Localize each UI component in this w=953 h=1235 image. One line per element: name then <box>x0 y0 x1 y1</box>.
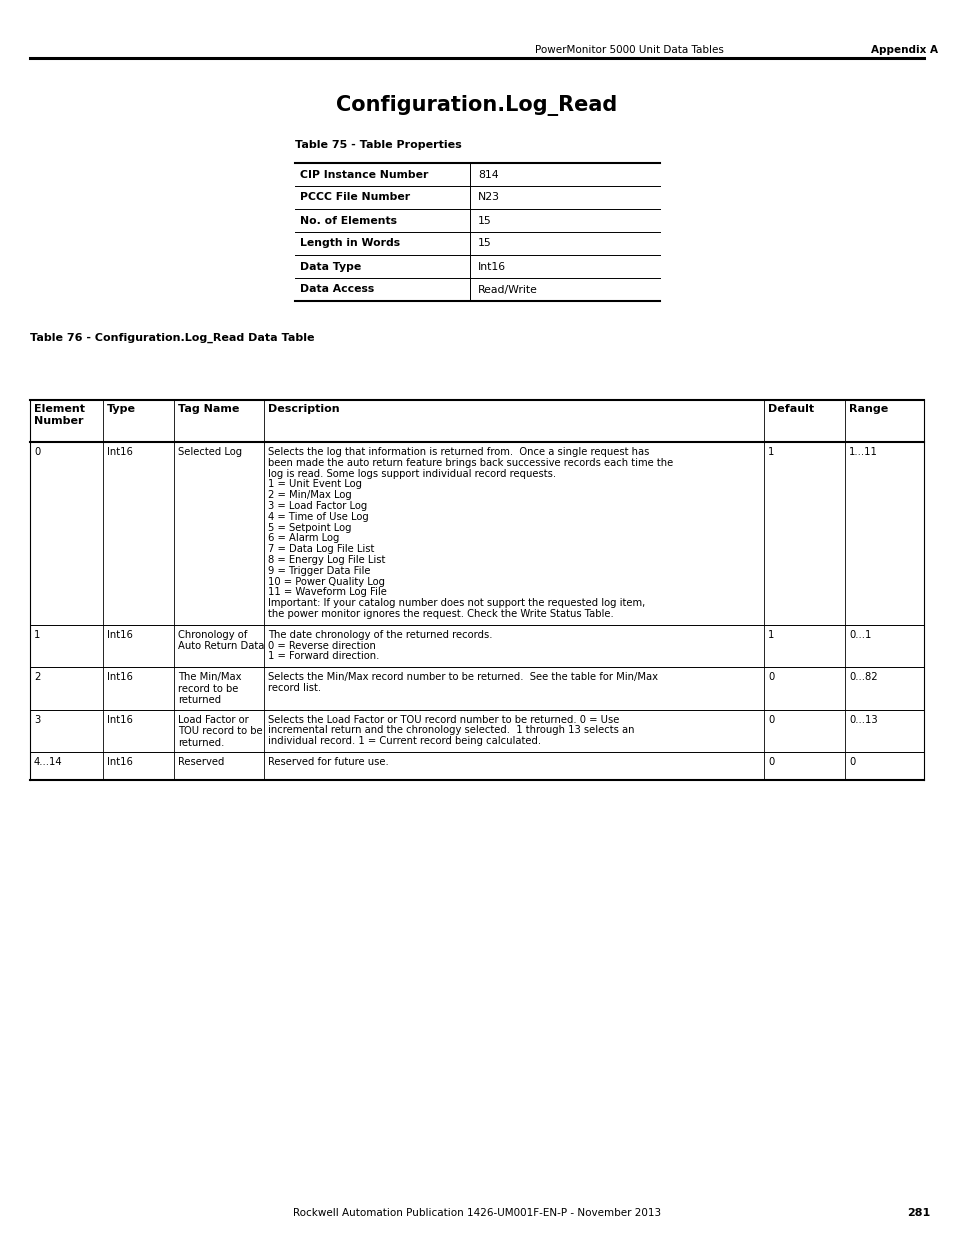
Text: Int16: Int16 <box>107 715 132 725</box>
Text: Element
Number: Element Number <box>34 404 85 426</box>
Text: 0: 0 <box>848 757 854 767</box>
Text: Read/Write: Read/Write <box>477 284 537 294</box>
Text: N23: N23 <box>477 193 499 203</box>
Text: Selects the log that information is returned from.  Once a single request has: Selects the log that information is retu… <box>268 447 649 457</box>
Text: Table 76 - Configuration.Log_Read Data Table: Table 76 - Configuration.Log_Read Data T… <box>30 333 314 343</box>
Text: Int16: Int16 <box>107 630 132 640</box>
Text: Int16: Int16 <box>107 447 132 457</box>
Text: 4 = Time of Use Log: 4 = Time of Use Log <box>268 511 369 522</box>
Text: Load Factor or
TOU record to be
returned.: Load Factor or TOU record to be returned… <box>178 715 262 748</box>
Text: 0: 0 <box>767 757 774 767</box>
Text: PowerMonitor 5000 Unit Data Tables: PowerMonitor 5000 Unit Data Tables <box>535 44 723 56</box>
Text: Type: Type <box>107 404 136 414</box>
Text: 0 = Reverse direction: 0 = Reverse direction <box>268 641 375 651</box>
Text: Default: Default <box>767 404 813 414</box>
Text: 3 = Load Factor Log: 3 = Load Factor Log <box>268 501 367 511</box>
Text: 1...11: 1...11 <box>848 447 877 457</box>
Text: 6 = Alarm Log: 6 = Alarm Log <box>268 534 339 543</box>
Text: 0: 0 <box>767 672 774 682</box>
Text: CIP Instance Number: CIP Instance Number <box>299 169 428 179</box>
Text: 11 = Waveform Log File: 11 = Waveform Log File <box>268 588 387 598</box>
Text: 2: 2 <box>34 672 40 682</box>
Text: incremental return and the chronology selected.  1 through 13 selects an: incremental return and the chronology se… <box>268 725 634 735</box>
Text: PCCC File Number: PCCC File Number <box>299 193 410 203</box>
Text: Configuration.Log_Read: Configuration.Log_Read <box>336 95 617 116</box>
Text: Chronology of
Auto Return Data: Chronology of Auto Return Data <box>178 630 264 651</box>
Text: 1 = Forward direction.: 1 = Forward direction. <box>268 651 379 662</box>
Text: 2 = Min/Max Log: 2 = Min/Max Log <box>268 490 352 500</box>
Text: record list.: record list. <box>268 683 321 693</box>
Text: Important: If your catalog number does not support the requested log item,: Important: If your catalog number does n… <box>268 598 644 608</box>
Text: 0...13: 0...13 <box>848 715 877 725</box>
Text: Selected Log: Selected Log <box>178 447 242 457</box>
Text: Rockwell Automation Publication 1426-UM001F-EN-P - November 2013: Rockwell Automation Publication 1426-UM0… <box>293 1208 660 1218</box>
Text: 10 = Power Quality Log: 10 = Power Quality Log <box>268 577 385 587</box>
Text: 814: 814 <box>477 169 498 179</box>
Text: 1: 1 <box>767 447 774 457</box>
Text: Data Access: Data Access <box>299 284 374 294</box>
Text: log is read. Some logs support individual record requests.: log is read. Some logs support individua… <box>268 468 556 479</box>
Text: 7 = Data Log File List: 7 = Data Log File List <box>268 545 374 555</box>
Text: 0: 0 <box>34 447 40 457</box>
Text: No. of Elements: No. of Elements <box>299 215 396 226</box>
Text: individual record. 1 = Current record being calculated.: individual record. 1 = Current record be… <box>268 736 540 746</box>
Text: 5 = Setpoint Log: 5 = Setpoint Log <box>268 522 351 532</box>
Text: 4...14: 4...14 <box>34 757 63 767</box>
Text: 1: 1 <box>34 630 40 640</box>
Text: Table 75 - Table Properties: Table 75 - Table Properties <box>294 140 461 149</box>
Text: Appendix A: Appendix A <box>870 44 937 56</box>
Text: The date chronology of the returned records.: The date chronology of the returned reco… <box>268 630 492 640</box>
Text: 281: 281 <box>905 1208 929 1218</box>
Text: 0...1: 0...1 <box>848 630 870 640</box>
Text: 3: 3 <box>34 715 40 725</box>
Text: Int16: Int16 <box>477 262 506 272</box>
Text: Description: Description <box>268 404 339 414</box>
Text: been made the auto return feature brings back successive records each time the: been made the auto return feature brings… <box>268 458 673 468</box>
Text: Range: Range <box>848 404 887 414</box>
Text: 0...82: 0...82 <box>848 672 877 682</box>
Text: Tag Name: Tag Name <box>178 404 239 414</box>
Text: 0: 0 <box>767 715 774 725</box>
Text: Selects the Min/Max record number to be returned.  See the table for Min/Max: Selects the Min/Max record number to be … <box>268 672 658 682</box>
Text: 8 = Energy Log File List: 8 = Energy Log File List <box>268 555 385 564</box>
Text: Reserved: Reserved <box>178 757 224 767</box>
Text: the power monitor ignores the request. Check the Write Status Table.: the power monitor ignores the request. C… <box>268 609 613 619</box>
Text: 9 = Trigger Data File: 9 = Trigger Data File <box>268 566 370 576</box>
Text: Selects the Load Factor or TOU record number to be returned. 0 = Use: Selects the Load Factor or TOU record nu… <box>268 715 618 725</box>
Text: Int16: Int16 <box>107 672 132 682</box>
Text: Int16: Int16 <box>107 757 132 767</box>
Text: Reserved for future use.: Reserved for future use. <box>268 757 388 767</box>
Text: Data Type: Data Type <box>299 262 361 272</box>
Text: The Min/Max
record to be
returned: The Min/Max record to be returned <box>178 672 241 705</box>
Text: 1: 1 <box>767 630 774 640</box>
Text: 1 = Unit Event Log: 1 = Unit Event Log <box>268 479 361 489</box>
Text: 15: 15 <box>477 238 491 248</box>
Text: 15: 15 <box>477 215 491 226</box>
Text: Length in Words: Length in Words <box>299 238 399 248</box>
